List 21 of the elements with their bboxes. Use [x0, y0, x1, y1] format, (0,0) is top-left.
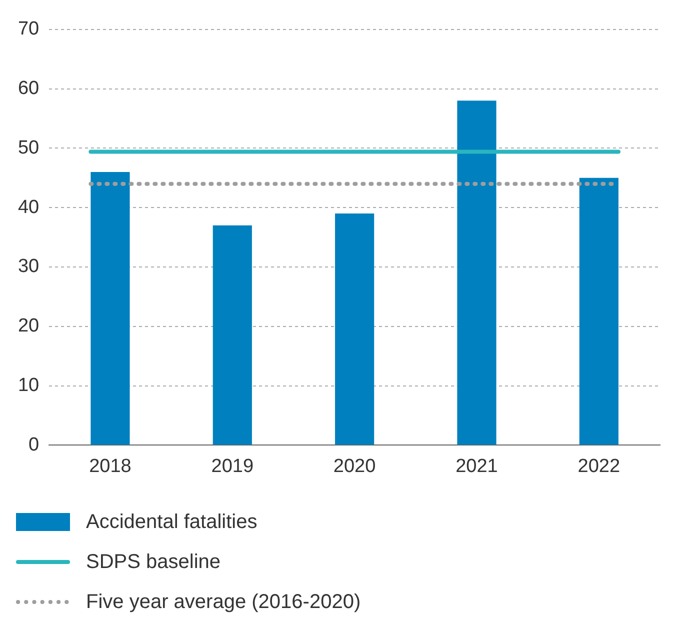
- bar: [212, 225, 252, 445]
- legend-label: SDPS baseline: [86, 550, 221, 574]
- y-tick-label: 20: [18, 316, 40, 337]
- bar: [457, 100, 496, 445]
- x-tick-label: 2020: [333, 456, 376, 477]
- x-tick-label: 2018: [89, 456, 132, 477]
- y-tick-label: 40: [18, 196, 40, 218]
- y-tick-label: 60: [18, 78, 40, 100]
- y-tick-label: 70: [18, 18, 40, 40]
- legend-label: Five year average (2016-2020): [86, 590, 361, 614]
- legend-label: Accidental fatalities: [86, 510, 258, 534]
- y-tick-label: 30: [18, 256, 40, 278]
- bar: [335, 214, 374, 445]
- bar: [90, 172, 130, 445]
- y-tick-label: 50: [18, 137, 40, 158]
- x-tick-label: 2022: [578, 456, 620, 477]
- y-tick-label: 10: [18, 375, 40, 396]
- y-tick-label: 0: [28, 434, 40, 456]
- x-tick-label: 2021: [456, 456, 498, 477]
- bar: [579, 178, 618, 445]
- x-tick-label: 2019: [211, 456, 254, 477]
